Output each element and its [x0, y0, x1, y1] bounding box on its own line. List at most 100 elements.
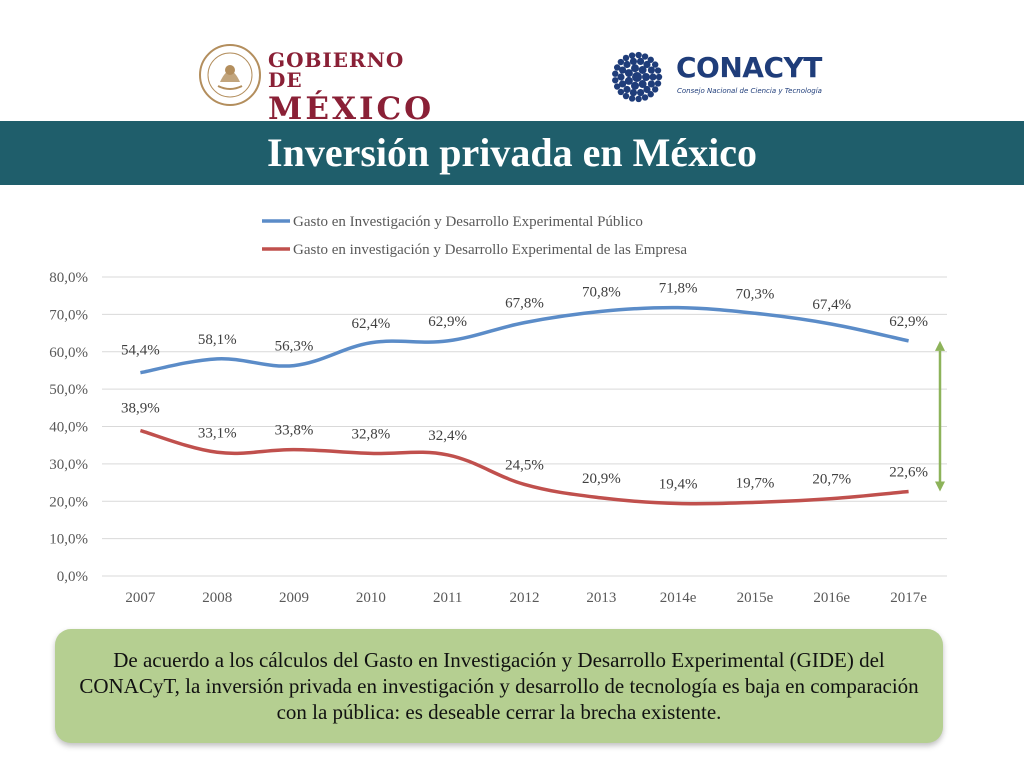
public-series-line: [140, 305, 909, 375]
x-tick-label: 2013: [586, 590, 616, 606]
conacyt-dot: [647, 91, 654, 98]
x-tick-label: 2010: [356, 590, 386, 606]
conacyt-dot: [630, 64, 639, 73]
data-label: 71,8%: [659, 281, 698, 297]
gap-arrow-head-up: [935, 340, 945, 351]
conacyt-dot: [624, 76, 633, 85]
data-label: 62,4%: [351, 316, 390, 332]
y-tick-label: 30,0%: [49, 457, 88, 473]
gobierno-line2: MÉXICO: [268, 91, 435, 127]
conacyt-dot: [636, 57, 645, 66]
conacyt-dot: [632, 72, 642, 82]
conacyt-dot: [628, 52, 636, 59]
conacyt-dot: [643, 85, 651, 94]
conacyt-dot: [623, 85, 631, 94]
data-label: 22,6%: [889, 465, 928, 481]
conacyt-dot: [618, 66, 627, 74]
conacyt-dot: [617, 73, 625, 81]
conacyt-dots-icon: [612, 51, 663, 103]
data-label: 19,7%: [736, 475, 775, 491]
conacyt-dot: [624, 69, 633, 78]
conacyt-dot: [651, 86, 659, 93]
x-tick-label: 2017e: [890, 590, 927, 606]
x-tick-label: 2016e: [813, 590, 850, 606]
data-label: 62,9%: [428, 314, 467, 330]
conacyt-dot: [636, 88, 645, 97]
data-label: 70,8%: [582, 284, 621, 300]
conacyt-dot: [641, 53, 649, 60]
note-box: De acuerdo a los cálculos del Gasto en I…: [55, 629, 943, 743]
conacyt-dot: [618, 80, 627, 88]
page-title: Inversión privada en México: [267, 130, 757, 175]
y-tick-label: 0,0%: [57, 569, 88, 585]
conacyt-dot: [629, 57, 638, 66]
y-tick-label: 80,0%: [49, 270, 88, 286]
conacyt-name: CONACYT: [676, 51, 822, 84]
conacyt-dot: [638, 65, 647, 74]
x-tick-label: 2014e: [660, 590, 697, 606]
y-tick-label: 60,0%: [49, 345, 88, 361]
data-label: 33,1%: [198, 425, 237, 441]
data-label: 20,7%: [812, 472, 851, 488]
conacyt-dot: [617, 58, 625, 66]
conacyt-dot: [622, 54, 630, 62]
title-bar: Inversión privada en México: [0, 121, 1024, 185]
x-tick-label: 2011: [433, 590, 462, 606]
conacyt-dot: [641, 94, 649, 101]
data-label: 70,3%: [736, 286, 775, 302]
x-tick-label: 2015e: [737, 590, 774, 606]
private-series-line: [139, 428, 909, 506]
data-label: 38,9%: [121, 401, 160, 417]
national-seal-icon: [199, 44, 261, 106]
gobierno-de-mexico-logo: GOBIERNO DE MÉXICO: [198, 42, 431, 125]
data-label: 54,4%: [121, 343, 160, 359]
conacyt-dot: [654, 67, 662, 74]
conacyt-dot: [635, 95, 642, 103]
conacyt-dot: [655, 73, 663, 81]
legend-label: Gasto en Investigación y Desarrollo Expe…: [293, 214, 643, 230]
conacyt-dot: [622, 92, 630, 100]
conacyt-dot: [629, 88, 638, 97]
gobierno-line1: GOBIERNO DE: [268, 48, 405, 92]
data-label: 32,4%: [428, 428, 467, 444]
y-tick-label: 70,0%: [49, 307, 88, 323]
line-chart: 0,0% 10,0% 20,0% 30,0% 40,0% 50,0% 60,0% 70,0% 8…: [49, 214, 947, 606]
y-tick-label: 20,0%: [49, 494, 88, 510]
conacyt-dot: [635, 51, 642, 59]
conacyt-dot: [612, 70, 619, 77]
conacyt-dot: [628, 95, 636, 102]
data-label: 20,9%: [582, 471, 621, 487]
conacyt-dot: [623, 60, 631, 69]
data-label: 32,8%: [351, 426, 390, 442]
conacyt-dot: [642, 73, 650, 81]
conacyt-dot: [630, 81, 639, 90]
y-tick-label: 10,0%: [49, 532, 88, 548]
y-tick-label: 50,0%: [49, 382, 88, 398]
data-label: 67,4%: [812, 297, 851, 313]
conacyt-dot: [643, 60, 651, 69]
conacyt-dot: [613, 64, 621, 71]
x-tick-label: 2008: [202, 590, 232, 606]
x-tick-label: 2012: [510, 590, 540, 606]
conacyt-dot: [612, 77, 619, 84]
conacyt-logo: CONACYT Consejo Nacional de Ciencia y Te…: [604, 44, 834, 110]
data-label: 33,8%: [275, 423, 314, 439]
data-label: 56,3%: [275, 339, 314, 355]
conacyt-dot: [647, 80, 656, 88]
conacyt-dot: [647, 56, 654, 63]
x-tick-label: 2009: [279, 590, 309, 606]
legend-label: Gasto en investigación y Desarrollo Expe…: [293, 242, 687, 258]
gap-arrow-head-down: [935, 481, 945, 492]
conacyt-dot: [649, 73, 657, 81]
note-text: De acuerdo a los cálculos del Gasto en I…: [79, 648, 919, 724]
conacyt-subtitle: Consejo Nacional de Ciencia y Tecnología: [677, 87, 822, 95]
conacyt-dot: [638, 80, 647, 89]
y-tick-label: 40,0%: [49, 420, 88, 436]
data-label: 24,5%: [505, 457, 544, 473]
conacyt-dot: [651, 61, 659, 68]
data-label: 19,4%: [659, 476, 698, 492]
data-label: 58,1%: [198, 332, 237, 348]
conacyt-dot: [613, 83, 621, 90]
conacyt-dot: [617, 88, 625, 96]
conacyt-dot: [654, 80, 662, 87]
